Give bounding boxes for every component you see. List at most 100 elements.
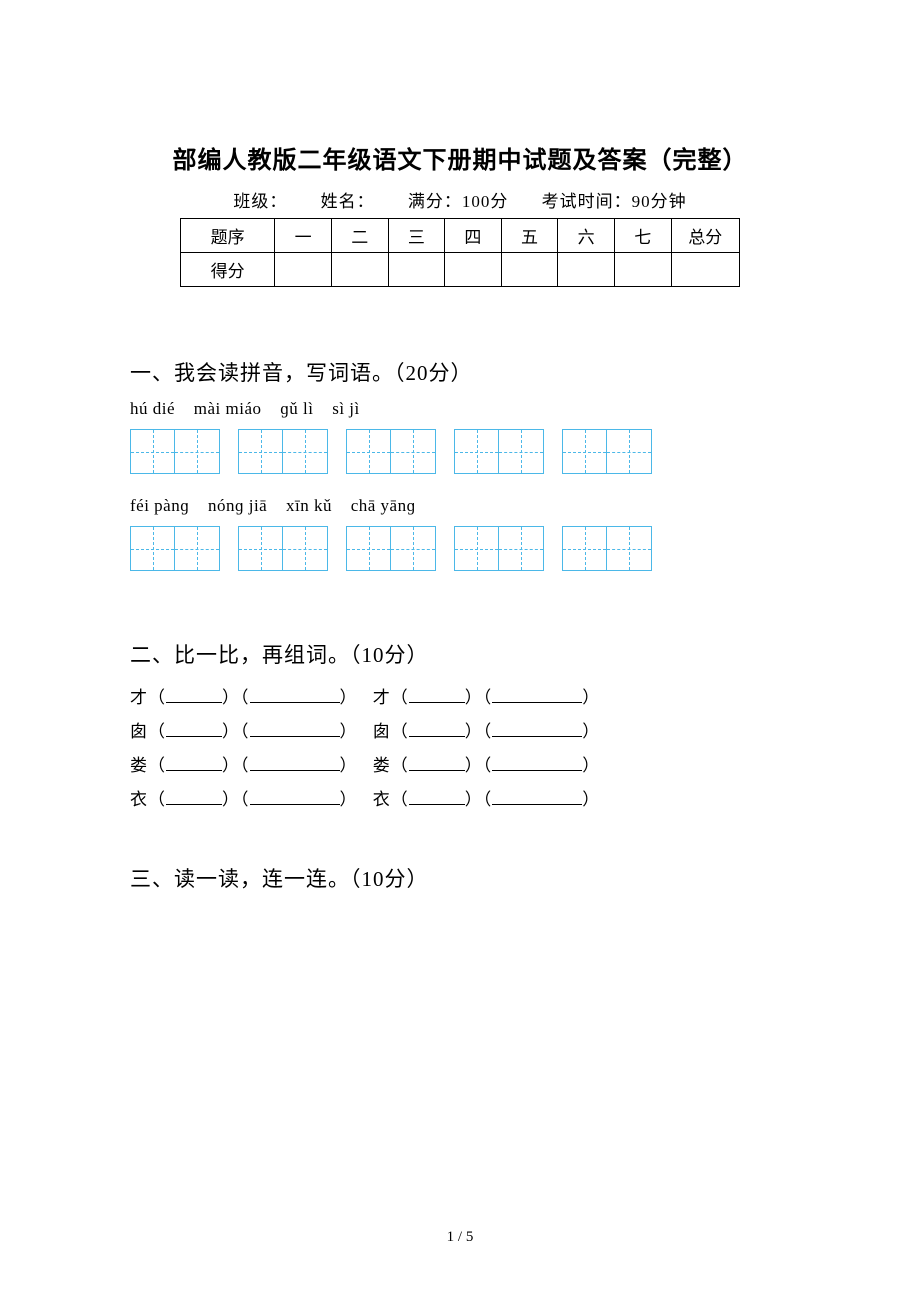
blank: [409, 686, 465, 703]
pinyin-group: xīn kǔ: [286, 496, 332, 516]
q2-char: 娄: [130, 756, 148, 775]
q2-row: 囱（）（） 囱（）（）: [130, 715, 790, 749]
tianzige-box: [607, 429, 652, 474]
q2-row: 才（）（） 才（）（）: [130, 681, 790, 715]
blank: [166, 788, 222, 805]
meta-line: 班级： 姓名： 满分：100分 考试时间：90分钟: [130, 187, 790, 212]
cell: [445, 253, 502, 287]
cell: 三: [388, 219, 445, 253]
tianzige-pair: [238, 429, 328, 474]
cell: [614, 253, 671, 287]
cell: 二: [331, 219, 388, 253]
blank: [492, 686, 582, 703]
tianzige-box: [454, 526, 499, 571]
fullscore-value: 100分: [462, 192, 509, 211]
q1-pinyin-row-1: hú dié mài miáo ɡǔ lì sì jì: [130, 399, 790, 419]
blank: [492, 788, 582, 805]
q2-char: 娄: [373, 756, 391, 775]
table-row: 题序 一 二 三 四 五 六 七 总分: [181, 219, 740, 253]
q2-title: 二、比一比，再组词。（10分）: [130, 639, 790, 669]
tianzige-pair: [562, 429, 652, 474]
blank: [409, 788, 465, 805]
q2-char: 囱: [373, 722, 391, 741]
cell: 五: [501, 219, 558, 253]
cell: [501, 253, 558, 287]
page-title: 部编人教版二年级语文下册期中试题及答案（完整）: [130, 140, 790, 175]
tianzige-box: [283, 429, 328, 474]
q2-char: 囱: [130, 722, 148, 741]
q1-pinyin-row-2: féi pànɡ nónɡ jiā xīn kǔ chā yānɡ: [130, 496, 790, 516]
cell: [671, 253, 740, 287]
fullscore-label: 满分：: [408, 192, 462, 211]
tianzige-box: [130, 526, 175, 571]
cell: 得分: [181, 253, 275, 287]
q2-char: 才: [373, 688, 391, 707]
pinyin-group: hú dié: [130, 399, 175, 419]
score-table: 题序 一 二 三 四 五 六 七 总分 得分: [180, 218, 740, 287]
table-row: 得分: [181, 253, 740, 287]
tianzige-box: [391, 526, 436, 571]
q2-char: 衣: [373, 790, 391, 809]
q1-boxes-row-1: [130, 429, 790, 474]
q2-row: 娄（）（） 娄（）（）: [130, 749, 790, 783]
cell: [275, 253, 332, 287]
tianzige-box: [607, 526, 652, 571]
blank: [166, 686, 222, 703]
q2-row: 衣（）（） 衣（）（）: [130, 783, 790, 817]
tianzige-box: [499, 429, 544, 474]
blank: [409, 720, 465, 737]
name-label: 姓名：: [321, 192, 375, 211]
blank: [492, 754, 582, 771]
q1-boxes-row-2: [130, 526, 790, 571]
pinyin-group: féi pànɡ: [130, 496, 189, 516]
cell: [388, 253, 445, 287]
tianzige-pair: [238, 526, 328, 571]
q3-title: 三、读一读，连一连。（10分）: [130, 863, 790, 893]
time-value: 90分钟: [632, 192, 687, 211]
tianzige-box: [238, 526, 283, 571]
tianzige-box: [238, 429, 283, 474]
tianzige-pair: [346, 429, 436, 474]
tianzige-box: [346, 429, 391, 474]
time-label: 考试时间：: [542, 192, 632, 211]
class-label: 班级：: [233, 192, 287, 211]
tianzige-box: [130, 429, 175, 474]
q1-title: 一、我会读拼音，写词语。（20分）: [130, 357, 790, 387]
pinyin-group: sì jì: [332, 399, 360, 419]
tianzige-box: [283, 526, 328, 571]
tianzige-box: [175, 429, 220, 474]
pinyin-group: ɡǔ lì: [280, 399, 313, 419]
q2-char: 才: [130, 688, 148, 707]
blank: [250, 788, 340, 805]
cell: 一: [275, 219, 332, 253]
tianzige-box: [562, 526, 607, 571]
tianzige-box: [175, 526, 220, 571]
tianzige-pair: [346, 526, 436, 571]
blank: [250, 686, 340, 703]
tianzige-pair: [562, 526, 652, 571]
tianzige-pair: [130, 429, 220, 474]
tianzige-box: [454, 429, 499, 474]
cell: 七: [614, 219, 671, 253]
blank: [409, 754, 465, 771]
tianzige-box: [562, 429, 607, 474]
pinyin-group: nónɡ jiā: [208, 496, 267, 516]
cell: 题序: [181, 219, 275, 253]
tianzige-box: [499, 526, 544, 571]
q2-char: 衣: [130, 790, 148, 809]
blank: [250, 720, 340, 737]
cell: 总分: [671, 219, 740, 253]
blank: [250, 754, 340, 771]
cell: [558, 253, 615, 287]
tianzige-pair: [454, 429, 544, 474]
pinyin-group: chā yānɡ: [351, 496, 416, 516]
cell: 六: [558, 219, 615, 253]
tianzige-pair: [454, 526, 544, 571]
tianzige-box: [391, 429, 436, 474]
blank: [492, 720, 582, 737]
cell: [331, 253, 388, 287]
tianzige-pair: [130, 526, 220, 571]
cell: 四: [445, 219, 502, 253]
page-footer: 1 / 5: [0, 1229, 920, 1246]
blank: [166, 754, 222, 771]
